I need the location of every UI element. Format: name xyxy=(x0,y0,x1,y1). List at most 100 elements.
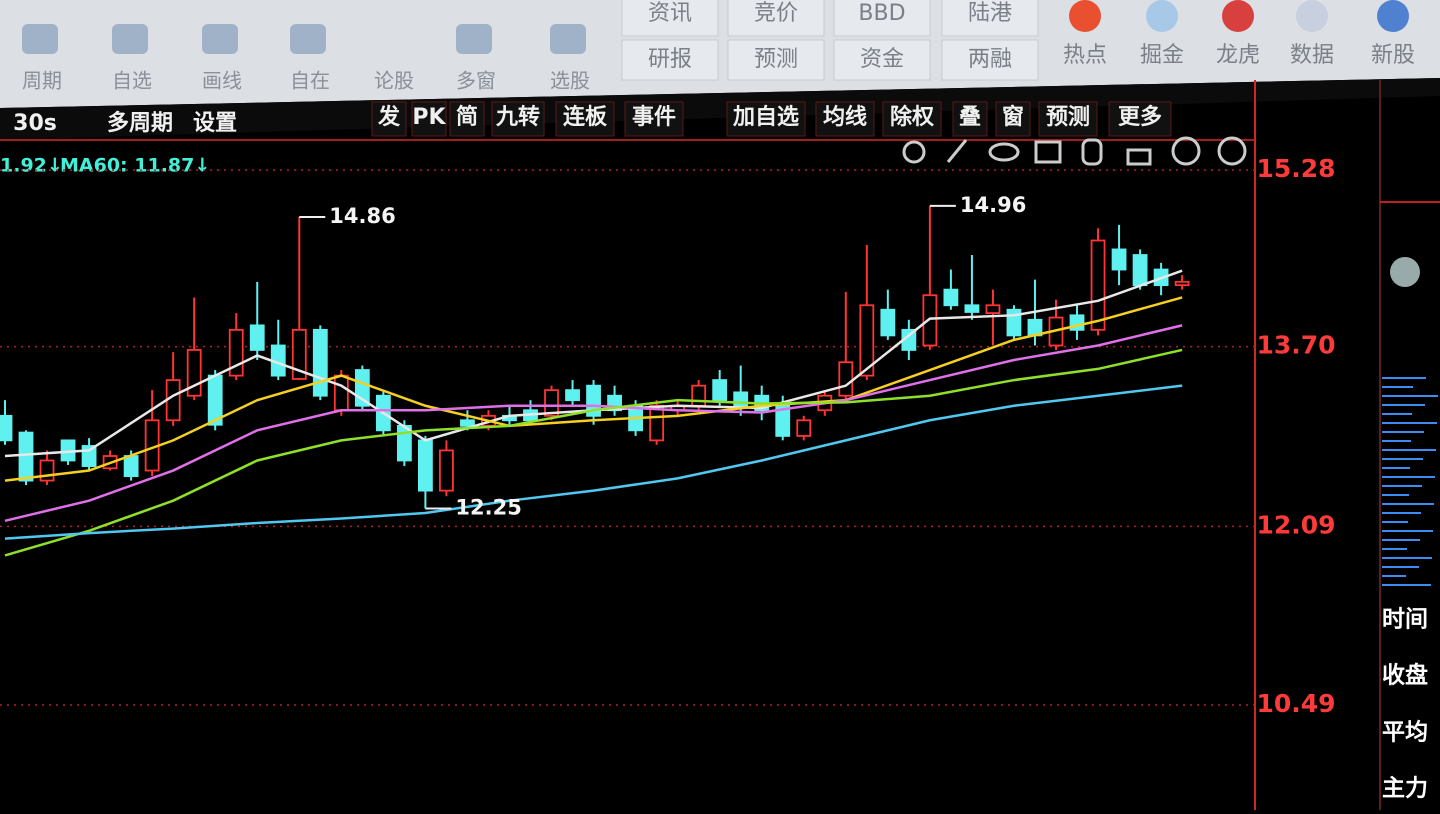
tool-icon[interactable] xyxy=(22,24,58,54)
app-label[interactable]: 新股 xyxy=(1371,43,1415,68)
menu-item[interactable]: 设置 xyxy=(193,111,237,136)
candle-body xyxy=(712,379,728,402)
tool-button[interactable] xyxy=(727,0,825,37)
menu-button[interactable] xyxy=(882,101,942,137)
menu-item[interactable]: 发 xyxy=(377,104,401,130)
tool-button-label[interactable]: 预测 xyxy=(754,47,798,72)
candle-body xyxy=(1132,254,1148,287)
menu-button[interactable] xyxy=(555,101,615,137)
panel-label: 时间 xyxy=(1382,607,1428,633)
ma-line xyxy=(4,348,1183,557)
tool-button-label[interactable]: 资金 xyxy=(860,47,904,72)
menu-item[interactable]: 30s xyxy=(13,111,57,136)
app-label[interactable]: 数据 xyxy=(1290,43,1334,68)
candle-body xyxy=(838,361,854,397)
menu-item[interactable]: 除权 xyxy=(890,104,935,130)
menu-button[interactable] xyxy=(624,101,684,137)
app-icon[interactable] xyxy=(1222,0,1254,32)
app-icon[interactable] xyxy=(1296,0,1328,32)
candle-body xyxy=(333,374,349,412)
menu-item[interactable]: PK xyxy=(412,105,446,130)
tool-label[interactable]: 多窗 xyxy=(456,69,496,93)
chip-distribution xyxy=(1382,377,1438,586)
y-tick-label: 12.09 xyxy=(1256,510,1335,539)
ma-line xyxy=(4,296,1183,482)
help-icon[interactable] xyxy=(1390,257,1420,287)
app-label[interactable]: 热点 xyxy=(1063,43,1107,68)
tool-button-label[interactable]: 竞价 xyxy=(754,1,798,26)
tool-icon[interactable] xyxy=(456,24,492,54)
tool-label[interactable]: 画线 xyxy=(202,69,242,93)
tool-icon[interactable] xyxy=(112,24,148,54)
candle-body xyxy=(859,304,875,377)
menu-item[interactable]: 均线 xyxy=(823,104,867,130)
candle-body xyxy=(249,324,265,351)
menu-item[interactable]: 预测 xyxy=(1046,105,1090,130)
menu-item[interactable]: 多周期 xyxy=(107,110,173,136)
menubar-bg xyxy=(0,78,1440,140)
menu-item[interactable]: 加自选 xyxy=(732,104,799,130)
menu-button[interactable] xyxy=(491,101,545,137)
candle-body xyxy=(1174,280,1190,287)
tool-button[interactable] xyxy=(621,0,719,37)
y-tick-label: 13.70 xyxy=(1256,331,1335,360)
menu-item[interactable]: 九转 xyxy=(495,104,540,130)
tool-label[interactable]: 选股 xyxy=(550,69,590,93)
menu-button[interactable] xyxy=(726,101,806,137)
tool-icon[interactable] xyxy=(550,24,586,54)
menu-button[interactable] xyxy=(815,101,875,137)
tool-button[interactable] xyxy=(833,39,931,81)
menu-button[interactable] xyxy=(1038,101,1098,137)
ma-label: 1.92↓ xyxy=(0,155,63,177)
menu-item[interactable]: 更多 xyxy=(1118,104,1162,130)
tool-button-label[interactable]: 陆港 xyxy=(968,1,1012,26)
y-tick-label: 15.28 xyxy=(1256,154,1335,183)
tool-label[interactable]: 论股 xyxy=(374,69,414,93)
tool-button[interactable] xyxy=(941,0,1039,37)
tool-label[interactable]: 自选 xyxy=(112,69,152,93)
candle-body xyxy=(165,379,181,422)
tool-icon[interactable] xyxy=(290,24,326,54)
candle-body xyxy=(880,308,896,337)
menu-item[interactable]: 连板 xyxy=(563,104,608,130)
app-label[interactable]: 龙虎 xyxy=(1216,43,1260,68)
tool-button[interactable] xyxy=(941,39,1039,81)
candle-body xyxy=(649,404,665,442)
candle-body xyxy=(775,404,791,437)
candle-body xyxy=(439,449,454,492)
app-label[interactable]: 掘金 xyxy=(1140,43,1184,68)
tool-button[interactable] xyxy=(727,39,825,81)
menu-item[interactable]: 叠 xyxy=(959,105,981,130)
menu-button[interactable] xyxy=(411,101,447,137)
menu-item[interactable]: 窗 xyxy=(1002,104,1024,130)
tool-label[interactable]: 周期 xyxy=(22,69,62,93)
menu-item[interactable]: 简 xyxy=(456,104,478,130)
tool-button[interactable] xyxy=(621,39,719,81)
tool-button-label[interactable]: 资讯 xyxy=(648,1,692,26)
tool-button-label[interactable]: 研报 xyxy=(648,47,692,72)
menu-button[interactable] xyxy=(1108,101,1172,137)
menu-button[interactable] xyxy=(371,101,407,137)
candle-body xyxy=(565,389,580,402)
app-icon[interactable] xyxy=(1146,0,1178,32)
annotation: 12.25 xyxy=(455,496,521,520)
candle-body xyxy=(123,455,139,478)
tool-button-label[interactable]: 两融 xyxy=(968,47,1012,72)
tool-label[interactable]: 自在 xyxy=(290,69,330,93)
candle-body xyxy=(922,294,938,347)
panel-label: 收盘 xyxy=(1382,662,1428,689)
app-icon[interactable] xyxy=(1377,0,1409,32)
menu-item[interactable]: 事件 xyxy=(632,104,676,130)
menu-button[interactable] xyxy=(995,101,1031,137)
app-icon[interactable] xyxy=(1069,0,1101,32)
menu-button[interactable] xyxy=(449,101,485,137)
candle-body xyxy=(1090,239,1106,331)
menu-button[interactable] xyxy=(952,101,988,137)
tool-button-label[interactable]: BBD xyxy=(858,1,905,26)
tool-button[interactable] xyxy=(833,0,931,37)
candle-body xyxy=(18,431,34,482)
annotation: 14.96 xyxy=(960,193,1026,217)
candle-body xyxy=(1111,248,1127,271)
tool-icon[interactable] xyxy=(202,24,238,54)
